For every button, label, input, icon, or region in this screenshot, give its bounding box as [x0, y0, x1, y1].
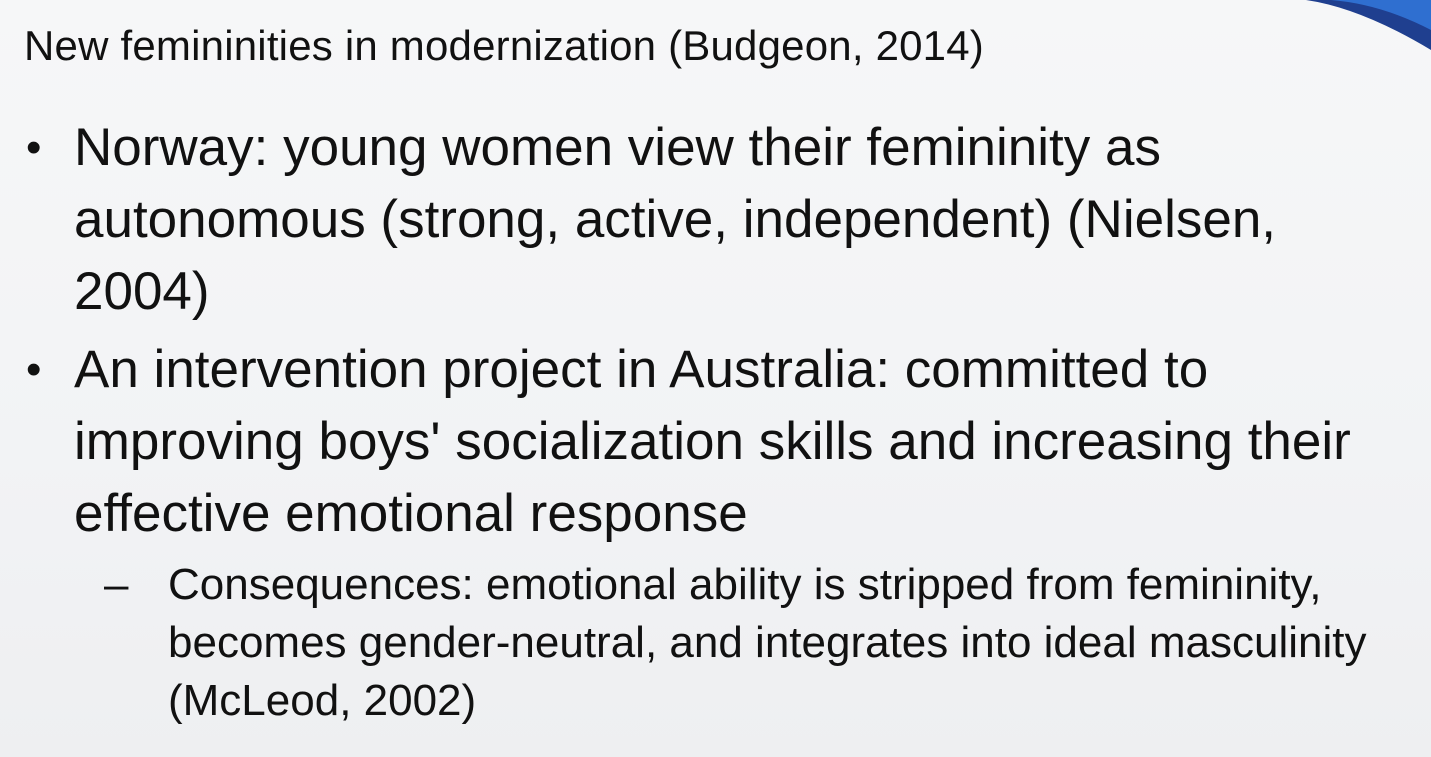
bullet-marker: •: [26, 123, 42, 172]
bullet-marker: •: [26, 345, 42, 394]
corner-wave-graphic: [1306, 0, 1431, 50]
slide-title: New femininities in modernization (Budge…: [24, 22, 984, 69]
bullet-item-australia: • An intervention project in Australia: …: [24, 334, 1414, 730]
sub-bullet-text: Consequences: emotional ability is strip…: [168, 560, 1367, 725]
bullet-text: Norway: young women view their femininit…: [74, 118, 1277, 321]
sub-bullet-list: – Consequences: emotional ability is str…: [74, 556, 1414, 730]
sub-bullet-consequences: – Consequences: emotional ability is str…: [104, 556, 1414, 730]
corner-decoration: [1211, 0, 1431, 60]
corner-wave-light: [1331, 0, 1431, 30]
sub-bullet-marker: –: [104, 560, 129, 609]
bullet-item-norway: • Norway: young women view their feminin…: [24, 112, 1414, 328]
bullet-list: • Norway: young women view their feminin…: [24, 112, 1414, 736]
bullet-text: An intervention project in Australia: co…: [74, 340, 1351, 543]
